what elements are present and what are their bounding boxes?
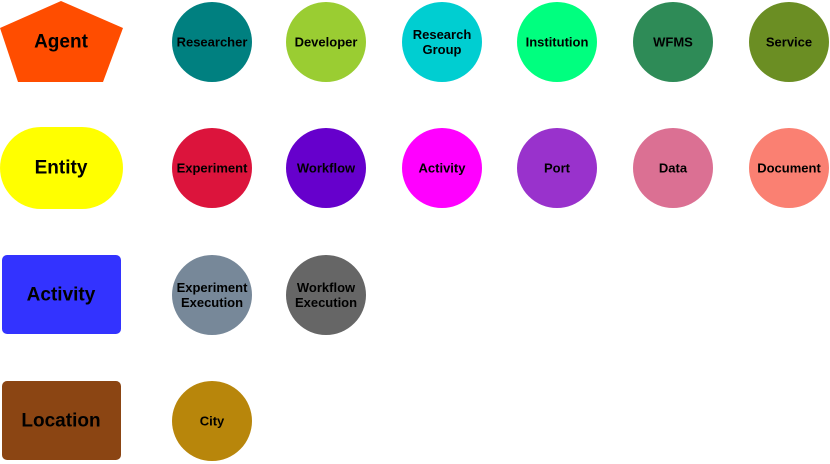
category-activity-shape [2,255,121,334]
node-experiment: Experiment [172,128,252,208]
category-activity-label: Activity [27,285,96,306]
category-agent-shape [0,1,123,82]
node-city-circle [172,381,252,461]
node-workflow-execution: Workflow Execution [286,255,366,335]
category-location-shape [2,381,121,460]
category-location-label: Location [21,411,100,432]
node-activity: Activity [402,128,482,208]
node-document-label: Document [757,161,821,176]
node-research-group-label: Research Group [413,27,472,57]
category-entity-shape [0,127,123,209]
node-researcher-label: Researcher [177,35,248,50]
node-port-circle [517,128,597,208]
category-entity: Entity [0,127,123,209]
node-city: City [172,381,252,461]
node-service-label: Service [766,35,812,50]
node-researcher: Researcher [172,2,252,82]
node-institution-label: Institution [526,35,589,50]
node-workflow: Workflow [286,128,366,208]
node-service: Service [749,2,829,82]
node-experiment-execution-label: Experiment Execution [177,280,248,310]
node-institution-circle [517,2,597,82]
node-researcher-circle [172,2,252,82]
category-agent-label: Agent [34,32,89,53]
category-activity: Activity [2,255,121,334]
node-data-circle [633,128,713,208]
node-wfms-circle [633,2,713,82]
node-document-circle [749,128,829,208]
node-data-label: Data [659,161,688,176]
node-city-label: City [200,414,225,429]
node-activity-label: Activity [419,161,467,176]
node-experiment-execution-circle [172,255,252,335]
node-developer-label: Developer [295,35,358,50]
node-service-circle [749,2,829,82]
node-port-label: Port [544,161,571,176]
node-institution: Institution [517,2,597,82]
node-workflow-label: Workflow [297,161,356,176]
node-data: Data [633,128,713,208]
node-developer-circle [286,2,366,82]
node-research-group: Research Group [402,2,482,82]
node-experiment-circle [172,128,252,208]
node-workflow-circle [286,128,366,208]
node-document: Document [749,128,829,208]
node-activity-circle [402,128,482,208]
node-wfms-label: WFMS [653,35,693,50]
node-developer: Developer [286,2,366,82]
node-experiment-execution: Experiment Execution [172,255,252,335]
category-location: Location [2,381,121,460]
category-entity-label: Entity [35,158,88,179]
node-workflow-execution-circle [286,255,366,335]
node-port: Port [517,128,597,208]
node-experiment-label: Experiment [177,161,248,176]
category-agent: Agent [0,1,123,82]
node-research-group-circle [402,2,482,82]
node-wfms: WFMS [633,2,713,82]
node-workflow-execution-label: Workflow Execution [295,280,357,310]
